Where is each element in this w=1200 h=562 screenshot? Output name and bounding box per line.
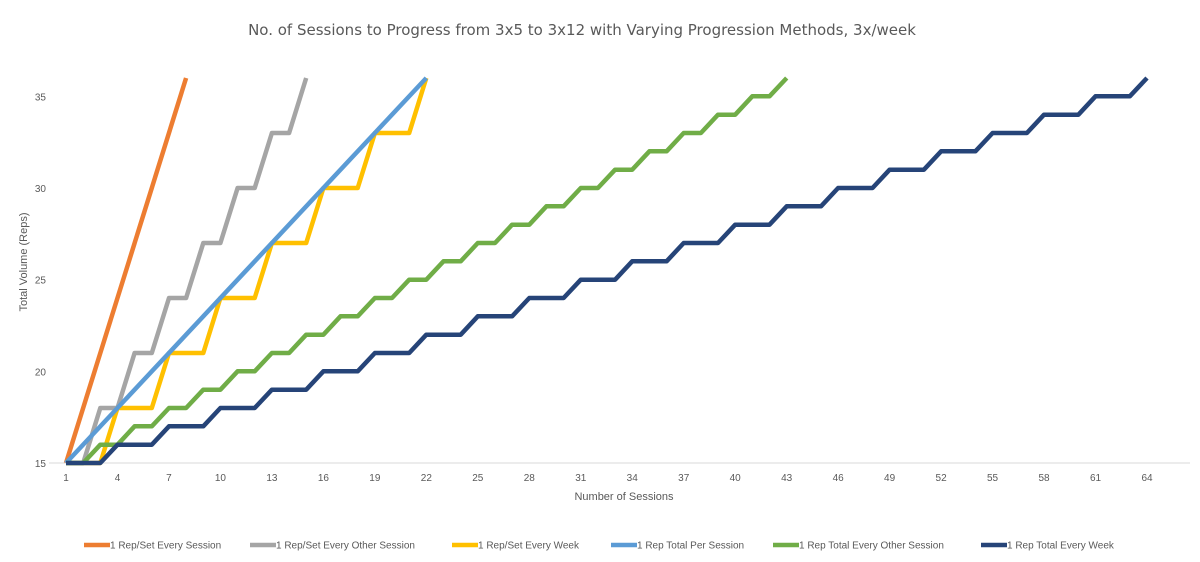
chart-title: No. of Sessions to Progress from 3x5 to … bbox=[248, 21, 916, 39]
plot-area: 1 4 7 10 13 16 19 22 25 28 31 34 37 40 43 46 49 52 55 58 61 6… bbox=[35, 76, 1190, 484]
x-tick-label: 46 bbox=[833, 473, 845, 484]
legend-label: 1 Rep/Set Every Week bbox=[478, 541, 580, 552]
series-line-3 bbox=[66, 77, 429, 466]
x-tick-label: 58 bbox=[1038, 473, 1050, 484]
legend: 1 Rep/Set Every Session 1 Rep/Set Every O… bbox=[84, 541, 1115, 552]
x-tick-label: 19 bbox=[369, 473, 381, 484]
x-tick-label: 31 bbox=[575, 473, 587, 484]
series-line-5 bbox=[66, 76, 789, 466]
legend-item: 1 Rep/Set Every Other Session bbox=[250, 541, 415, 552]
x-tick-label: 4 bbox=[115, 473, 121, 484]
y-tick-label: 30 bbox=[35, 184, 47, 195]
x-tick-label: 43 bbox=[781, 473, 793, 484]
legend-item: 1 Rep Total Every Week bbox=[981, 541, 1115, 552]
x-tick-label: 40 bbox=[730, 473, 742, 484]
x-tick-label: 64 bbox=[1141, 473, 1153, 484]
legend-label: 1 Rep Total Per Session bbox=[637, 541, 744, 552]
x-tick-label: 52 bbox=[936, 473, 948, 484]
series-line-1 bbox=[63, 77, 189, 464]
x-tick-label: 37 bbox=[678, 473, 690, 484]
legend-label: 1 Rep Total Every Week bbox=[1007, 541, 1115, 552]
x-tick-label: 49 bbox=[884, 473, 896, 484]
legend-label: 1 Rep/Set Every Session bbox=[110, 541, 221, 552]
x-tick-label: 55 bbox=[987, 473, 999, 484]
x-tick-label: 28 bbox=[524, 473, 536, 484]
y-tick-label: 20 bbox=[35, 367, 47, 378]
x-tick-label: 1 bbox=[63, 473, 69, 484]
x-tick-label: 10 bbox=[215, 473, 227, 484]
y-axis-title: Total Volume (Reps) bbox=[18, 212, 30, 311]
x-tick-label: 25 bbox=[472, 473, 484, 484]
y-tick-label: 25 bbox=[35, 276, 47, 287]
legend-item: 1 Rep/Set Every Week bbox=[452, 541, 580, 552]
series-line-4 bbox=[64, 76, 428, 465]
legend-item: 1 Rep/Set Every Session bbox=[84, 541, 221, 552]
y-tick-label: 35 bbox=[35, 92, 47, 103]
legend-item: 1 Rep Total Per Session bbox=[611, 541, 744, 552]
legend-label: 1 Rep/Set Every Other Session bbox=[276, 541, 415, 552]
y-tick-label: 15 bbox=[35, 459, 47, 470]
legend-label: 1 Rep Total Every Other Session bbox=[799, 541, 944, 552]
x-tick-label: 61 bbox=[1090, 473, 1102, 484]
x-tick-label: 13 bbox=[266, 473, 278, 484]
series-line-6 bbox=[66, 76, 1149, 466]
x-tick-label: 34 bbox=[627, 473, 639, 484]
x-tick-label: 7 bbox=[166, 473, 172, 484]
series-line-2 bbox=[66, 77, 309, 466]
x-tick-label: 22 bbox=[421, 473, 433, 484]
legend-item: 1 Rep Total Every Other Session bbox=[773, 541, 944, 552]
x-axis-title: Number of Sessions bbox=[574, 491, 674, 503]
x-tick-label: 16 bbox=[318, 473, 330, 484]
